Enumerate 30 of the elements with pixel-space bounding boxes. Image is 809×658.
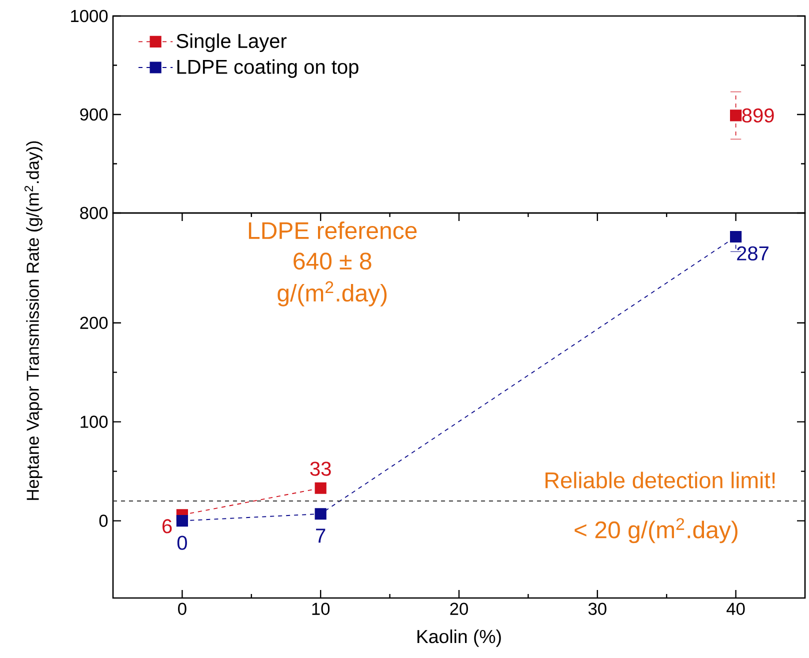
x-tick-label: 30 (588, 602, 606, 615)
legend-label: LDPE coating on top (177, 59, 358, 78)
data-label: 287 (737, 246, 768, 260)
x-tick-label: 10 (312, 602, 330, 615)
y-tick-label: 800 (80, 206, 108, 220)
y-axis-title: Heptane Vapor Transmission Rate (g/(m$^{2}$.day)) (24, 141, 42, 500)
annotation: LDPE reference (248, 222, 417, 240)
y-tick-label: 900 (80, 108, 108, 121)
annotation: g/(m$^{2}$.day) (278, 281, 387, 306)
data-label: 0 (177, 536, 187, 550)
point (314, 508, 326, 520)
y-tick-label: 1000 (71, 10, 108, 22)
y-tick-label: 200 (80, 316, 108, 329)
data-label: 7 (316, 528, 326, 543)
annotation: 640 ± 8 (294, 252, 372, 270)
ref-line-label: Reliable detection limit! (546, 472, 775, 488)
legend-label: Single Layer (176, 33, 287, 52)
data-label: 33 (310, 462, 331, 476)
y-tick-label: 0 (99, 514, 108, 527)
point (314, 482, 326, 494)
data-label: 899 (742, 108, 774, 123)
x-tick-label: 40 (726, 602, 745, 615)
point (176, 515, 188, 527)
data-label: 6 (162, 519, 172, 534)
x-axis-title: Kaolin (%) (417, 629, 501, 647)
annotation: < 20 g/(m$^{2}$.day) (574, 518, 738, 544)
y-tick-label: 100 (80, 416, 108, 428)
x-tick-label: 20 (450, 602, 468, 615)
point (730, 230, 742, 243)
x-tick-label: 0 (178, 602, 186, 615)
